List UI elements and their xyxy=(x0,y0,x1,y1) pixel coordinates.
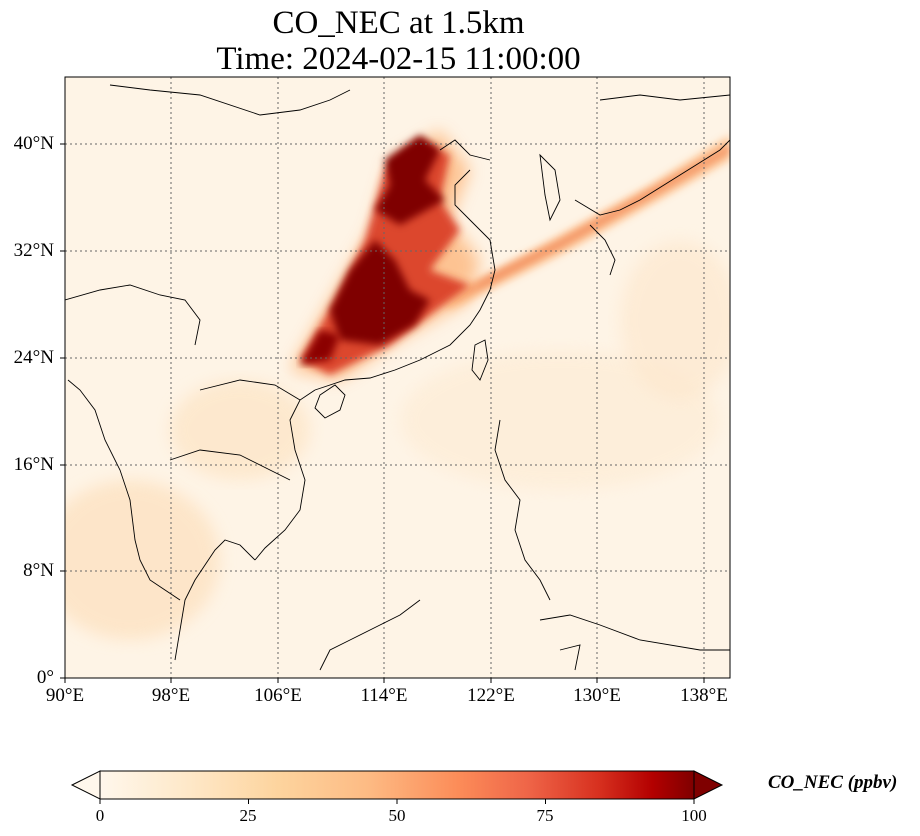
lat-tick-label: 8°N xyxy=(23,560,54,581)
lon-tick-label: 122°E xyxy=(467,685,515,706)
colorbar xyxy=(70,770,724,804)
lat-tick-label: 32°N xyxy=(13,240,54,261)
colorbar-tick-label: 50 xyxy=(388,806,406,825)
lon-tick-label: 98°E xyxy=(151,685,191,706)
colorbar-label: CO_NEC (ppbv) xyxy=(768,772,898,793)
colorbar-tick-label: 75 xyxy=(536,806,554,825)
lon-tick-label: 130°E xyxy=(573,685,621,706)
colorbar-body xyxy=(99,770,695,800)
lon-tick-label: 114°E xyxy=(360,685,408,706)
lon-tick-label: 138°E xyxy=(680,685,728,706)
colorbar-extend-low xyxy=(70,770,101,800)
axis-ticks xyxy=(60,143,705,683)
map-title-line2: Time: 2024-02-15 11:00:00 xyxy=(216,41,581,77)
lat-tick-label: 24°N xyxy=(13,347,54,368)
colorbar-tick-label: 100 xyxy=(681,806,707,825)
colorbar-extend-high xyxy=(693,770,724,800)
gridlines xyxy=(65,77,730,678)
colorbar-tick-label: 25 xyxy=(239,806,257,825)
lat-tick-label: 0° xyxy=(36,667,54,688)
map-title-line1: CO_NEC at 1.5km xyxy=(272,5,525,41)
coastlines xyxy=(65,84,730,671)
concentration-field xyxy=(65,130,730,640)
lon-tick-label: 106°E xyxy=(254,685,302,706)
lat-tick-label: 40°N xyxy=(13,133,54,154)
lat-tick-label: 16°N xyxy=(13,454,54,475)
lon-tick-label: 90°E xyxy=(45,685,85,706)
map-frame xyxy=(64,76,731,679)
colorbar-tick-label: 0 xyxy=(95,806,105,825)
